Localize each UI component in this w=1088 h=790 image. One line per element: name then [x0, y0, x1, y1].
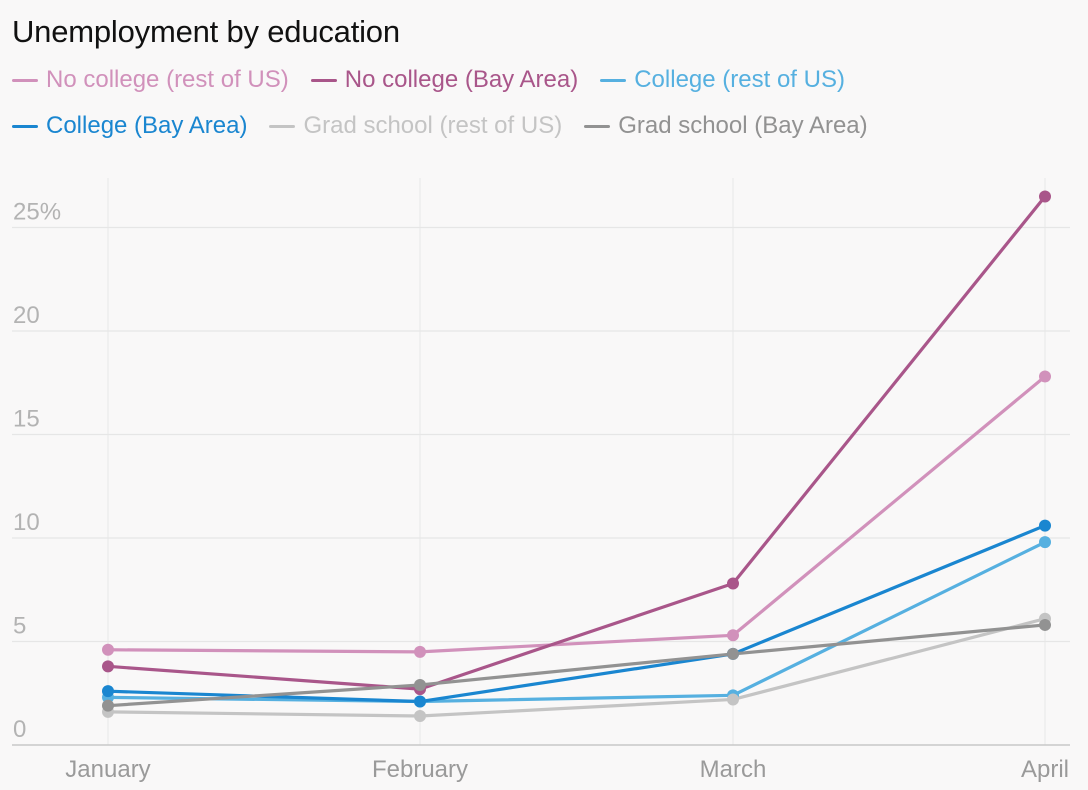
data-point — [102, 699, 114, 712]
legend-item: College (Bay Area) — [12, 110, 247, 142]
legend-swatch — [269, 124, 296, 128]
y-tick-label: 0 — [13, 716, 26, 743]
data-point — [727, 629, 739, 642]
data-point — [414, 678, 426, 691]
legend-item: No college (rest of US) — [12, 64, 289, 96]
y-tick-label: 10 — [13, 509, 40, 536]
data-point — [414, 645, 426, 658]
legend-item: No college (Bay Area) — [310, 64, 579, 96]
y-tick-label: 15 — [13, 406, 40, 433]
data-point — [414, 695, 426, 708]
data-point — [1039, 370, 1051, 383]
data-point — [102, 685, 114, 698]
data-point — [727, 693, 739, 706]
legend-label: No college (rest of US) — [46, 66, 289, 93]
data-point — [102, 660, 114, 673]
x-tick-label: February — [372, 756, 468, 783]
x-tick-label: March — [700, 756, 767, 783]
data-point — [1039, 618, 1051, 631]
data-point — [1039, 519, 1051, 532]
data-point — [727, 577, 739, 590]
legend: No college (rest of US) No college (Bay A… — [12, 64, 1072, 142]
legend-label: Grad school (rest of US) — [303, 112, 563, 139]
series-line — [106, 194, 1047, 691]
data-point — [102, 643, 114, 656]
y-tick-label: 20 — [13, 302, 40, 329]
series-line — [106, 617, 1047, 718]
series-line — [106, 374, 1047, 654]
legend-label: No college (Bay Area) — [344, 66, 579, 93]
legend-label: College (rest of US) — [634, 66, 845, 93]
data-point — [414, 710, 426, 723]
x-tick-label: April — [1021, 756, 1069, 783]
legend-swatch — [600, 78, 627, 82]
x-tick-label: January — [65, 756, 150, 783]
legend-item: Grad school (rest of US) — [269, 110, 562, 142]
data-point — [727, 647, 739, 660]
chart-title: Unemployment by education — [12, 14, 400, 49]
data-point — [1039, 190, 1051, 203]
legend-item: Grad school (Bay Area) — [584, 110, 868, 142]
data-point — [1039, 536, 1051, 549]
legend-swatch — [12, 124, 38, 128]
y-tick-label: 25% — [13, 199, 61, 226]
series-line — [106, 623, 1047, 708]
y-tick-label: 5 — [13, 613, 26, 640]
legend-item: College (rest of US) — [600, 64, 845, 96]
legend-label: College (Bay Area) — [46, 112, 248, 139]
series-line — [106, 540, 1047, 704]
legend-swatch — [310, 78, 337, 82]
legend-swatch — [584, 124, 611, 128]
legend-label: Grad school (Bay Area) — [618, 112, 868, 139]
legend-swatch — [12, 78, 38, 82]
